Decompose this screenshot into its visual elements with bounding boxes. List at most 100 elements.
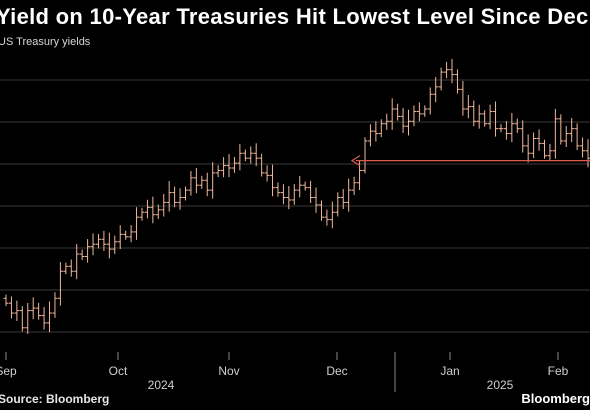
price-bar: [139, 207, 145, 221]
price-bar: [199, 175, 205, 189]
price-bar: [52, 292, 58, 318]
price-bar: [569, 117, 575, 143]
price-bar: [558, 114, 564, 145]
price-bar: [112, 235, 118, 254]
price-bar: [313, 187, 319, 213]
price-bar: [395, 103, 401, 121]
price-bar: [226, 154, 232, 178]
price-bar: [286, 185, 292, 210]
price-bar: [438, 67, 444, 91]
chart-title: Yield on 10-Year Treasuries Hit Lowest L…: [0, 4, 589, 29]
price-bar: [411, 105, 417, 127]
price-bar: [514, 118, 520, 133]
price-bar: [525, 134, 531, 163]
price-bar: [471, 100, 477, 127]
price-bar: [144, 199, 150, 219]
price-bar: [351, 176, 357, 195]
price-bar: [47, 301, 53, 333]
brand-logo: Bloomberg: [521, 391, 590, 406]
price-bar: [460, 80, 466, 116]
price-bar: [280, 184, 286, 205]
price-bar: [215, 165, 221, 178]
price-bar: [85, 239, 91, 263]
price-bar: [237, 144, 243, 171]
price-bar: [427, 87, 433, 115]
price-bar: [563, 125, 569, 148]
price-bar: [476, 104, 482, 129]
price-bar: [520, 120, 526, 153]
price-bar: [509, 113, 515, 143]
year-label: 2024: [148, 378, 175, 392]
price-bar: [221, 157, 227, 178]
price-bar: [117, 225, 123, 250]
price-bar: [585, 139, 590, 168]
price-bar: [30, 297, 36, 320]
price-bar: [161, 194, 167, 217]
price-bar: [74, 244, 80, 280]
price-bar: [101, 230, 107, 251]
price-bar: [79, 249, 85, 261]
arrow-head: [350, 155, 361, 167]
price-bar: [547, 143, 553, 162]
price-bar: [335, 192, 341, 217]
x-tick-label: Nov: [218, 364, 239, 378]
price-bar: [25, 302, 31, 334]
price-bar: [384, 113, 390, 130]
price-bar: [373, 121, 379, 142]
x-tick-label: Dec: [326, 364, 347, 378]
price-bar: [324, 209, 330, 226]
price-bar: [444, 62, 450, 79]
price-bar: [487, 104, 493, 130]
price-bar: [14, 300, 20, 321]
price-bar: [166, 181, 172, 212]
price-bar: [422, 105, 428, 117]
price-bar: [454, 69, 460, 94]
price-bar: [308, 180, 314, 203]
price-bar: [172, 186, 178, 208]
price-bar: [3, 294, 9, 307]
x-tick-label: Feb: [548, 364, 569, 378]
price-bar: [248, 146, 254, 164]
price-bar: [231, 157, 237, 173]
price-bar: [36, 302, 42, 320]
price-bar: [465, 95, 471, 119]
source-label: Source: Bloomberg: [0, 392, 110, 406]
price-bar: [177, 188, 183, 210]
price-bar: [531, 132, 537, 159]
price-bar: [275, 182, 281, 197]
price-bar: [580, 137, 586, 158]
price-bar: [182, 186, 188, 201]
price-bar: [367, 124, 373, 147]
price-bar: [389, 98, 395, 130]
price-bar: [416, 102, 422, 122]
price-bar: [259, 153, 265, 177]
price-bar: [536, 129, 542, 151]
price-bar: [210, 162, 216, 199]
price-bar: [482, 110, 488, 127]
price-bar: [357, 161, 363, 191]
price-bar: [57, 262, 63, 306]
price-bar: [242, 149, 248, 162]
price-bar: [41, 307, 47, 330]
price-bar: [400, 107, 406, 133]
price-bar: [188, 171, 194, 196]
x-tick-label: Sep: [0, 364, 17, 378]
price-bar: [123, 230, 129, 240]
price-bar: [503, 121, 509, 140]
price-bar: [150, 196, 156, 224]
price-bar: [297, 176, 303, 198]
x-tick-label: Oct: [109, 364, 128, 378]
price-bar: [406, 109, 412, 136]
price-bar: [204, 172, 210, 197]
price-bar: [155, 204, 161, 219]
price-bar: [95, 234, 101, 249]
price-bar: [253, 143, 259, 167]
price-bar: [68, 259, 74, 277]
price-bar: [8, 296, 14, 319]
x-tick-label: Jan: [440, 364, 459, 378]
price-bar: [270, 164, 276, 197]
price-bar: [63, 262, 69, 275]
price-bar: [552, 108, 558, 159]
price-bar: [541, 139, 547, 159]
price-bar: [493, 101, 499, 137]
